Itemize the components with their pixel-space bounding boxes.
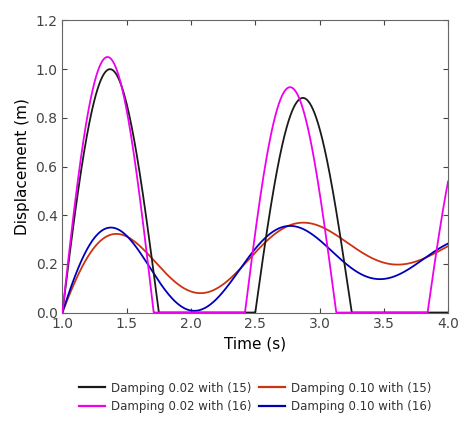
X-axis label: Time (s): Time (s) [224,337,286,352]
Legend: Damping 0.02 with (15), Damping 0.02 with (16), Damping 0.10 with (15), Damping : Damping 0.02 with (15), Damping 0.02 wit… [74,377,436,418]
Y-axis label: Displacement (m): Displacement (m) [15,98,30,235]
